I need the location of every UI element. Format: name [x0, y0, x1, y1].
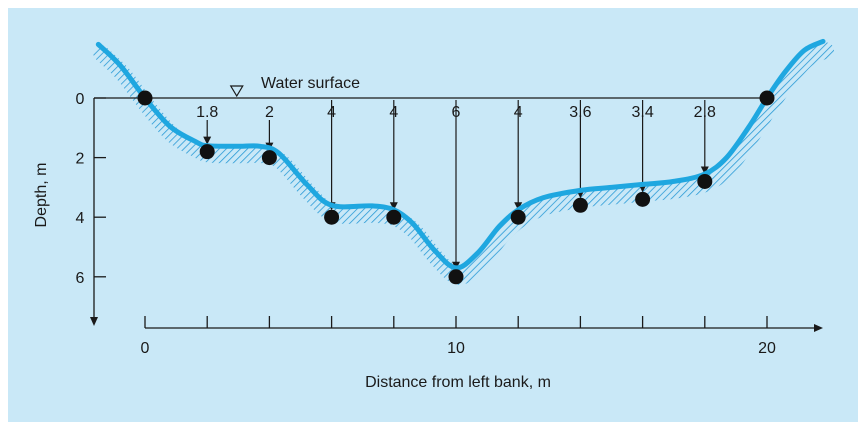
depth-arrowhead: [389, 202, 398, 211]
depth-value-label: 4: [514, 104, 523, 121]
y-tick-label: 6: [76, 270, 85, 287]
depth-value-label: 2.8: [694, 104, 716, 121]
water-surface-group: [94, 85, 767, 99]
y-tick-label: 4: [76, 210, 85, 227]
y-tick-label: 2: [76, 151, 85, 168]
measurement-point: [572, 197, 588, 213]
depth-value-label: 1.8: [196, 104, 218, 121]
measurement-point: [137, 90, 153, 106]
measurement-point: [199, 144, 215, 160]
measurement-point: [324, 209, 340, 225]
measurement-point: [261, 150, 277, 166]
measurement-point: [759, 90, 775, 106]
channel-cross-section-diagram: 0 2 4 6 0 10 20 1.8 2 4 4 6 4 3.6 3.4 2.8 Water surfac…: [33, 38, 834, 391]
y-tick-label: 0: [76, 91, 85, 108]
water-surface-symbol-icon: [229, 85, 244, 98]
depth-arrowhead: [514, 202, 523, 211]
depth-value-label: 2: [265, 104, 274, 121]
water-surface-label: Water surface: [261, 75, 360, 92]
measurement-points: [137, 90, 775, 285]
depth-value-label: 4: [327, 104, 336, 121]
depth-value-label: 3.4: [631, 104, 653, 121]
x-axis-arrowhead: [814, 324, 823, 332]
depth-value-label: 3.6: [569, 104, 591, 121]
x-tick-label: 20: [758, 340, 776, 357]
depth-value-labels: 1.8 2 4 4 6 4 3.6 3.4 2.8: [196, 104, 716, 121]
x-axis-label: Distance from left bank, m: [365, 374, 551, 391]
x-tick-label: 10: [447, 340, 465, 357]
measurement-point: [448, 269, 464, 285]
y-axis-label: Depth, m: [33, 163, 50, 228]
measurement-point: [386, 209, 402, 225]
measurement-point: [635, 191, 651, 207]
measurement-point: [697, 173, 713, 189]
measurement-point: [510, 209, 526, 225]
depth-arrowhead: [203, 136, 212, 145]
depth-value-label: 6: [452, 104, 461, 121]
y-axis-arrowhead: [90, 317, 98, 326]
channel-cross-section-figure: 0 2 4 6 0 10 20 1.8 2 4 4 6 4 3.6 3.4 2.8 Water surfac…: [8, 8, 858, 422]
axes: 0 2 4 6 0 10 20: [76, 91, 823, 357]
x-tick-label: 0: [141, 340, 150, 357]
depth-value-label: 4: [389, 104, 398, 121]
depth-arrowhead: [700, 166, 709, 175]
